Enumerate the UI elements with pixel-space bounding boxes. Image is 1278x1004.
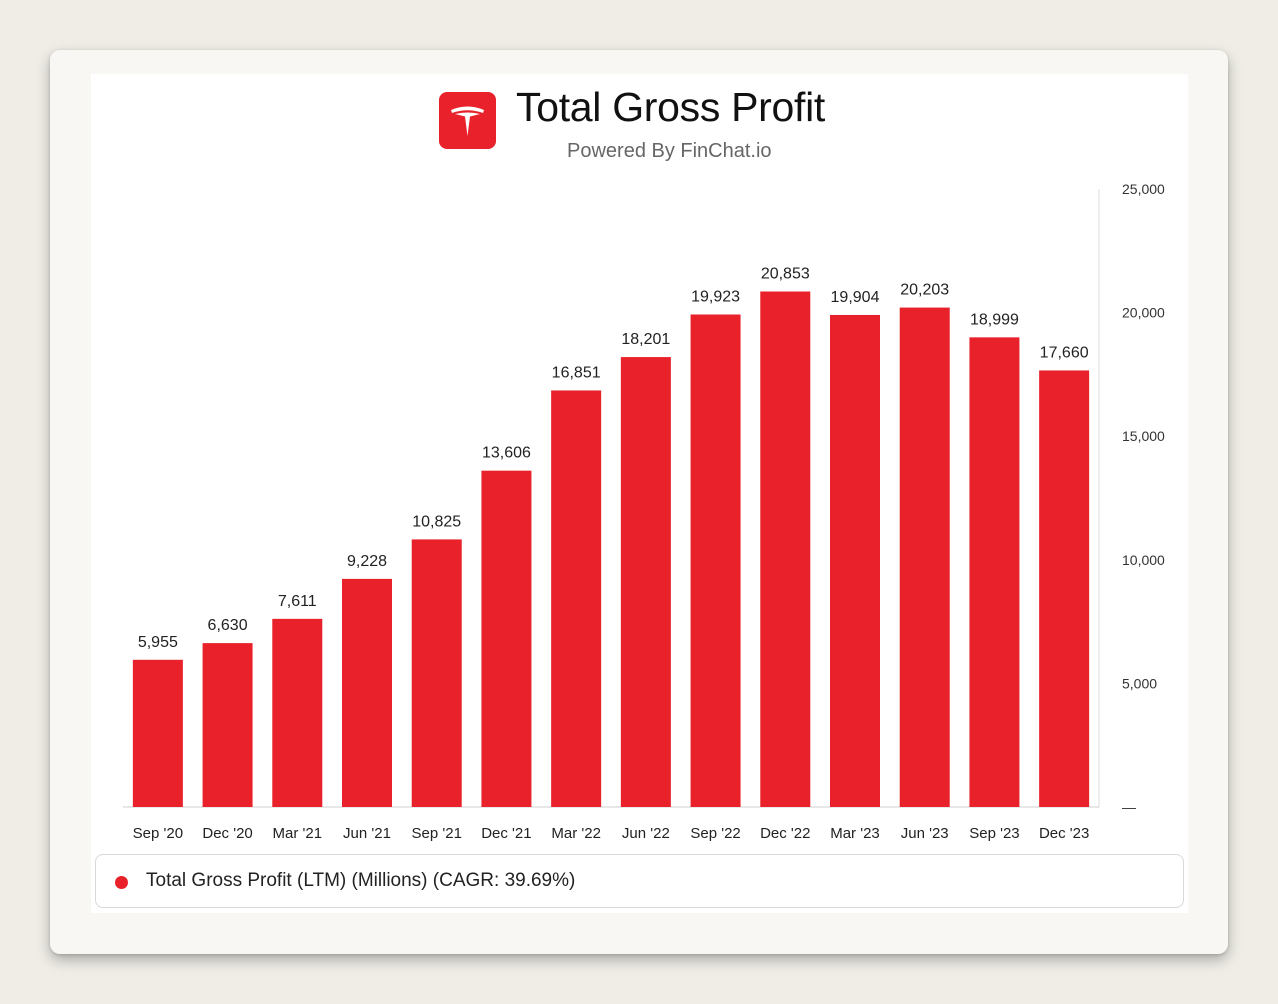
bar-data-label: 19,904 [831,289,880,306]
tesla-logo-icon [439,92,496,149]
bar[interactable] [969,337,1020,807]
bar-chart: — 5,000 10,000 15,000 20,000 25,000 5,955 6,63… [123,181,1165,842]
y-tick-label: 20,000 [1122,305,1165,321]
chart-title: Total Gross Profit [516,84,826,130]
bar[interactable] [411,539,462,807]
bar[interactable] [342,578,392,807]
y-tick-label: 10,000 [1122,552,1165,568]
bar-data-label: 17,660 [1040,344,1089,361]
x-tick-label: Sep '22 [690,825,740,842]
bar[interactable] [760,291,811,807]
x-tick-label: Sep '23 [969,825,1019,842]
bar-data-label: 19,923 [691,289,740,306]
chart-header: Total Gross Profit Powered By FinChat.io [91,74,1188,174]
bar-data-label: 7,611 [278,593,317,610]
bar-data-label: 9,228 [347,553,387,570]
x-tick-label: Jun '21 [343,825,391,842]
x-tick-label: Mar '21 [273,825,323,842]
bar-data-label: 5,955 [138,634,178,651]
y-tick-label: 5,000 [1122,675,1157,691]
y-tick-label: 25,000 [1122,181,1165,197]
chart-panel: Total Gross Profit Powered By FinChat.io… [91,74,1188,913]
chart-subtitle: Powered By FinChat.io [567,140,772,162]
x-tick-label: Dec '22 [760,825,810,842]
x-tick-label: Sep '21 [412,825,462,842]
bar-data-label: 18,999 [970,311,1019,328]
x-tick-label: Mar '22 [551,825,601,842]
bar[interactable] [1039,370,1090,807]
bar-data-label: 13,606 [482,445,531,462]
x-tick-label: Sep '20 [133,825,183,842]
y-tick-label: — [1122,799,1136,815]
bar-data-label: 10,825 [412,513,461,530]
legend-marker [115,876,128,889]
bar[interactable] [132,659,183,807]
bar-data-label: 20,203 [900,282,949,299]
bar[interactable] [899,307,950,807]
x-tick-label: Mar '23 [830,825,880,842]
bar[interactable] [202,643,253,807]
bar-data-label: 6,630 [208,617,248,634]
x-tick-label: Jun '22 [622,825,670,842]
legend[interactable]: Total Gross Profit (LTM) (Millions) (CAG… [95,854,1184,908]
bar-data-label: 20,853 [761,266,810,283]
x-tick-label: Jun '23 [901,825,949,842]
x-tick-label: Dec '23 [1039,825,1089,842]
bar-data-label: 18,201 [621,331,670,348]
legend-label: Total Gross Profit (LTM) (Millions) (CAG… [146,870,576,891]
bar[interactable] [551,390,602,807]
x-axis: Sep '20 Dec '20 Mar '21 Jun '21 Sep '21 Dec '… [133,825,1090,842]
y-tick-label: 15,000 [1122,428,1165,444]
bar[interactable] [272,618,323,807]
bar[interactable] [690,314,741,807]
bar-data-labels: 5,955 6,630 7,611 9,228 10,825 13,606 16,851 18… [138,266,1089,651]
x-tick-label: Dec '21 [481,825,531,842]
bars [132,291,1090,807]
bar[interactable] [620,357,671,807]
x-tick-label: Dec '20 [202,825,252,842]
bar[interactable] [481,470,532,807]
bar[interactable] [830,314,880,807]
bar-data-label: 16,851 [552,364,601,381]
chart-card: Total Gross Profit Powered By FinChat.io… [50,50,1228,954]
